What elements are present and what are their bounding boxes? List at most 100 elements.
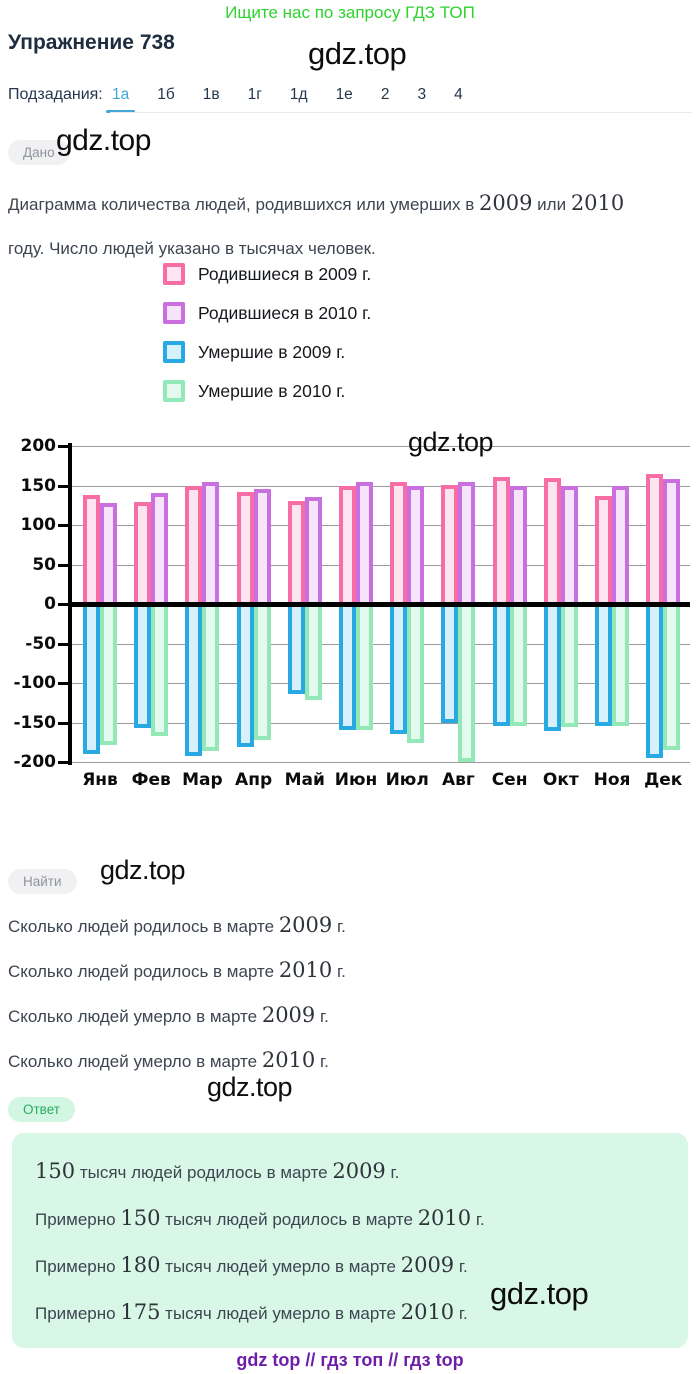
given-badge: Дано xyxy=(8,140,70,165)
bar-родившиеся-в-2010-г.-окт xyxy=(560,485,578,606)
serif-number: 2009 xyxy=(261,1003,316,1027)
given-text: Диаграмма количества людей, родившихся и… xyxy=(8,181,688,271)
text-segment: г. xyxy=(471,1210,485,1229)
gridline xyxy=(70,722,690,724)
x-axis-label: Апр xyxy=(235,770,273,790)
serif-number: 150 xyxy=(35,1159,76,1183)
y-axis-tick xyxy=(58,563,69,567)
legend-label: Родившиеся в 2009 г. xyxy=(198,263,372,284)
bar-родившиеся-в-2010-г.-апр xyxy=(253,489,271,606)
gridline xyxy=(70,762,690,763)
serif-number: 180 xyxy=(120,1253,161,1277)
bar-умершие-в-2009-г.-фев xyxy=(134,602,152,729)
y-axis-tick xyxy=(58,761,69,764)
bar-родившиеся-в-2009-г.-сен xyxy=(492,476,510,606)
y-axis-tick xyxy=(58,682,69,685)
serif-number: 2010 xyxy=(400,1300,455,1324)
bar-умершие-в-2010-г.-май xyxy=(304,602,322,701)
bar-родившиеся-в-2010-г.-фев xyxy=(151,493,169,606)
serif-number: 2010 xyxy=(261,1048,316,1072)
gdz-watermark: gdz.top xyxy=(408,427,494,457)
y-axis-label: 100 xyxy=(20,515,57,535)
x-axis-label: Окт xyxy=(542,770,579,790)
serif-number: 2009 xyxy=(400,1253,455,1277)
tab-1d[interactable]: 1д xyxy=(289,86,308,103)
bar-родившиеся-в-2009-г.-дек xyxy=(646,474,664,606)
gridline xyxy=(70,683,690,684)
y-axis-tick xyxy=(58,642,69,646)
bar-умершие-в-2009-г.-сен xyxy=(492,602,510,727)
text-segment: или xyxy=(532,195,571,214)
zero-axis-line xyxy=(70,602,690,607)
x-axis-label: Июл xyxy=(385,770,429,790)
y-axis-label: -100 xyxy=(13,673,56,693)
y-axis-label: -200 xyxy=(13,752,56,772)
legend-label: Родившиеся в 2010 г. xyxy=(198,302,372,323)
gdz-watermark: gdz.top xyxy=(56,124,151,157)
x-axis-label: Авг xyxy=(441,770,475,790)
tabs-divider xyxy=(110,112,692,113)
serif-number: 175 xyxy=(120,1300,161,1324)
bar-умершие-в-2009-г.-окт xyxy=(543,602,561,732)
bar-родившиеся-в-2009-г.-июн xyxy=(339,485,356,606)
given-line: Диаграмма количества людей, родившихся и… xyxy=(8,181,688,227)
page-title: Упражнение 738 xyxy=(8,31,175,54)
serif-number: 2010 xyxy=(278,958,333,982)
questions: Сколько людей родилось в марте 2009 г. С… xyxy=(8,903,688,1083)
gdz-watermark: gdz.top xyxy=(207,1072,293,1102)
x-axis-label: Май xyxy=(284,770,325,790)
text-segment: г. xyxy=(454,1304,468,1323)
serif-number: 2009 xyxy=(278,913,333,937)
chart-legend: Родившиеся в 2009 г. Родившиеся в 2010 г.… xyxy=(163,263,371,402)
gridline xyxy=(70,446,690,447)
answer-line: Примерно 180 тысяч людей умерло в марте … xyxy=(35,1242,485,1289)
text-segment: тысяч людей умерло в марте xyxy=(160,1257,401,1276)
y-axis-tick xyxy=(58,721,69,725)
footer-links: gdz top // гдз топ // гдз top xyxy=(236,1350,464,1370)
bar-родившиеся-в-2009-г.-май xyxy=(287,500,305,606)
bar-умершие-в-2009-г.-июн xyxy=(339,602,356,731)
bar-умершие-в-2010-г.-мар xyxy=(202,602,220,751)
legend-swatch-icon xyxy=(163,380,185,402)
tab-1a[interactable]: 1а xyxy=(105,86,136,113)
bar-родившиеся-в-2009-г.-авг xyxy=(441,484,459,606)
bar-умершие-в-2009-г.-янв xyxy=(83,602,100,755)
x-axis-label: Фев xyxy=(131,770,171,790)
bar-родившиеся-в-2010-г.-янв xyxy=(100,502,117,606)
text-segment: Примерно xyxy=(35,1210,121,1229)
text-segment: Сколько людей умерло в марте xyxy=(8,1007,262,1026)
bar-chart: 200 150 100 50 0 -50 -100 -150 -200 Янв Фев Мар Апр М… xyxy=(0,430,700,802)
bar-родившиеся-в-2010-г.-июл xyxy=(407,485,425,606)
tab-4[interactable]: 4 xyxy=(454,86,463,103)
bar-умершие-в-2010-г.-окт xyxy=(560,602,578,728)
legend-item: Умершие в 2009 г. xyxy=(163,341,371,363)
bar-родившиеся-в-2009-г.-мар xyxy=(185,485,203,606)
y-axis-tick xyxy=(58,603,69,606)
y-axis-label: 50 xyxy=(32,554,56,575)
tab-1v[interactable]: 1в xyxy=(202,86,220,103)
bar-родившиеся-в-2010-г.-июн xyxy=(356,481,373,606)
serif-number: 2010 xyxy=(570,191,625,215)
gdz-watermark: gdz.top xyxy=(308,36,407,71)
tab-1e[interactable]: 1е xyxy=(335,86,353,103)
bar-родившиеся-в-2010-г.-мар xyxy=(202,481,220,606)
bar-умершие-в-2009-г.-мар xyxy=(185,602,203,757)
gdz-watermark: gdz.top xyxy=(100,855,186,885)
x-axis-label: Июн xyxy=(334,770,378,790)
bar-умершие-в-2010-г.-сен xyxy=(509,602,527,726)
bar-умершие-в-2010-г.-дек xyxy=(663,602,681,751)
subtasks-label: Подзадания: xyxy=(8,86,103,103)
bar-родившиеся-в-2009-г.-фев xyxy=(134,502,152,606)
bar-умершие-в-2010-г.-ноя xyxy=(612,602,629,726)
legend-swatch-icon xyxy=(163,302,185,324)
y-axis-label: 0 xyxy=(44,594,56,614)
gridline xyxy=(70,525,690,526)
legend-item: Родившиеся в 2009 г. xyxy=(163,263,371,285)
tab-1g[interactable]: 1г xyxy=(247,86,262,103)
tab-2[interactable]: 2 xyxy=(380,86,390,103)
tab-3[interactable]: 3 xyxy=(417,86,427,103)
tab-1b[interactable]: 1б xyxy=(157,86,175,103)
gdz-watermark: gdz.top xyxy=(490,1276,589,1311)
bar-родившиеся-в-2010-г.-сен xyxy=(509,485,527,606)
